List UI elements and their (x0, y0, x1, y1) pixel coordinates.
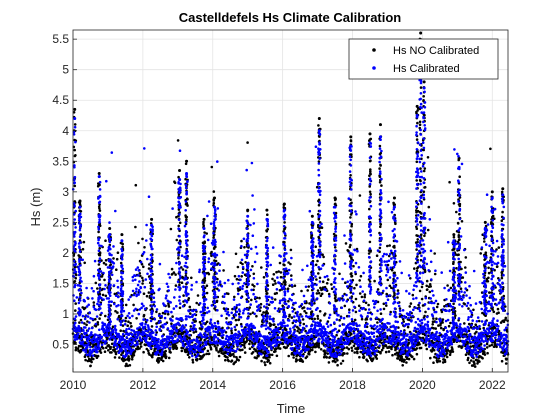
peak-point (501, 193, 505, 197)
peak-point (490, 190, 494, 194)
peak-point (97, 172, 101, 176)
peak-point (333, 196, 337, 200)
peak-point (246, 214, 250, 218)
peak-point (317, 129, 321, 133)
legend-label-no-calibrated: Hs NO Calibrated (393, 45, 479, 57)
peak-point (150, 217, 154, 221)
peak-point (120, 239, 124, 243)
peak-point (452, 233, 456, 237)
y-tick-label: 4 (62, 124, 69, 138)
peak-point (265, 217, 269, 221)
x-tick-label: 2020 (409, 378, 436, 392)
y-tick-label: 5.5 (52, 32, 69, 46)
y-tick-label: 1.5 (52, 276, 69, 290)
peak-point (202, 226, 206, 230)
peak-point (282, 208, 286, 212)
peak-point (78, 199, 82, 203)
peak-point (202, 217, 206, 221)
peak-point (310, 220, 314, 224)
peak-point (185, 172, 189, 176)
peak-point (265, 208, 269, 212)
x-tick-label: 2014 (199, 378, 226, 392)
peak-point (419, 31, 423, 35)
peak-point (392, 196, 396, 200)
peak-point (415, 114, 419, 117)
peak-point (490, 196, 494, 200)
x-axis-label: Time (277, 401, 305, 416)
peak-point (483, 226, 487, 230)
peak-point (501, 187, 505, 191)
peak-point (178, 168, 182, 172)
y-axis-label: Hs (m) (28, 188, 43, 227)
peak-point (78, 205, 82, 209)
axes-box (72, 29, 509, 373)
legend-marker-calibrated (372, 66, 376, 70)
y-tick-label: 3.5 (52, 154, 69, 168)
y-tick-label: 3 (62, 185, 69, 199)
peak-point (452, 239, 456, 243)
peak-point (378, 123, 382, 127)
peak-point (483, 220, 487, 224)
y-tick-label: 4.5 (52, 93, 69, 107)
x-tick-label: 2010 (60, 378, 87, 392)
x-tick-label: 2012 (130, 378, 157, 392)
peak-point (317, 117, 321, 121)
peak-point (349, 135, 353, 139)
x-tick-label: 2022 (479, 378, 506, 392)
peak-point (368, 141, 372, 145)
legend-label-calibrated: Hs Calibrated (393, 63, 460, 75)
peak-point (97, 175, 101, 179)
peak-point (73, 117, 77, 121)
peak-point (213, 205, 217, 209)
legend: Hs NO Calibrated Hs Calibrated (348, 38, 499, 80)
peak-point (333, 205, 337, 209)
y-tick-label: 5 (62, 63, 69, 77)
peak-point (282, 202, 286, 206)
x-tick-label: 2016 (269, 378, 296, 392)
peak-point (457, 165, 461, 169)
peak-point (213, 196, 217, 200)
peak-point (120, 233, 124, 237)
peak-point (185, 159, 189, 163)
peak-point (73, 107, 77, 111)
peak-point (422, 86, 426, 90)
y-tick-label: 2.5 (52, 215, 69, 229)
peak-point (378, 135, 382, 139)
peak-point (415, 104, 419, 108)
peak-point (150, 223, 154, 227)
peak-point (310, 214, 314, 218)
legend-box (348, 38, 499, 80)
peak-point (246, 208, 250, 212)
y-tick-label: 1 (62, 307, 69, 321)
peak-point (349, 144, 353, 148)
legend-marker-no-calibrated (372, 48, 376, 52)
y-tick-label: 2 (62, 246, 69, 260)
peak-point (368, 132, 372, 136)
y-tick-label: 0.5 (52, 338, 69, 352)
peak-point (108, 233, 112, 237)
x-tick-label: 2018 (339, 378, 366, 392)
chart-title: Castelldefels Hs Climate Calibration (179, 10, 402, 25)
ticks: 2010 2012 2014 2016 2018 2020 2022 0.5 1 1.5 2 2.5 3… (52, 32, 506, 392)
peak-point (422, 80, 426, 84)
peak-point (392, 205, 396, 209)
peak-point (178, 178, 182, 182)
peak-point (108, 226, 112, 230)
plot-area: 2010 2012 2014 2016 2018 2020 2022 0.5 1 1.5 2 2.5 3… (52, 29, 510, 392)
